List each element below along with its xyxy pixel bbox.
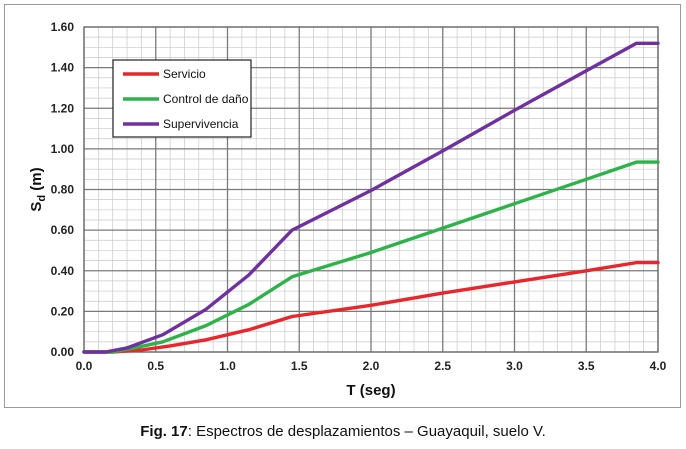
x-tick-label: 4.0 [650,359,667,373]
y-tick-label: 0.40 [51,264,75,278]
chart-frame: 0.0 0.5 1.0 1.5 2.0 2.5 3.0 3.5 4.0 0.00 0.20 0.40 0… [4,4,681,408]
y-tick-label: 1.60 [51,20,75,34]
y-axis-title-main: S [28,202,45,212]
y-tick-label: 1.00 [51,142,75,156]
x-tick-label: 3.5 [578,359,595,373]
y-tick-label: 0.80 [51,183,75,197]
series-line-control-de-daño [82,160,660,354]
y-axis-title: Sd (m) [28,167,48,211]
x-tick-label: 0.5 [147,359,164,373]
x-tick-label: 3.0 [506,359,523,373]
x-tick-label: 0.0 [76,359,93,373]
series-lines [82,41,660,354]
legend-label: Control de daño [163,92,249,106]
y-tick-label: 1.40 [51,61,75,75]
y-tick-label: 0.00 [51,345,75,359]
y-tick-label: 0.60 [51,223,75,237]
x-tick-label: 2.0 [363,359,380,373]
x-tick-label: 1.5 [291,359,308,373]
figure-caption: Fig. 17: Espectros de desplazamientos – … [0,423,686,440]
legend: Servicio Control de daño Supervivencia [112,59,252,138]
y-tick-label: 0.20 [51,304,75,318]
sd-spectrum-chart: 0.0 0.5 1.0 1.5 2.0 2.5 3.0 3.5 4.0 0.00 0.20 0.40 0… [28,20,667,399]
plot-border [83,26,659,353]
series-line-servicio [82,260,660,354]
y-axis-title-unit: (m) [28,167,45,195]
y-tick-label: 1.20 [51,101,75,115]
tick-labels: 0.0 0.5 1.0 1.5 2.0 2.5 3.0 3.5 4.0 0.00 0.20 0.40 0… [51,20,667,373]
x-tick-label: 1.0 [219,359,236,373]
caption-label: Fig. 17 [140,423,188,440]
x-axis-title: T (seg) [346,382,395,399]
caption-text: : Espectros de desplazamientos – Guayaqu… [187,423,546,440]
legend-label: Servicio [163,67,206,81]
y-axis-title-sub: d [36,195,48,202]
legend-label: Supervivencia [163,117,239,131]
x-tick-label: 2.5 [434,359,451,373]
series-line-supervivencia [82,41,660,354]
